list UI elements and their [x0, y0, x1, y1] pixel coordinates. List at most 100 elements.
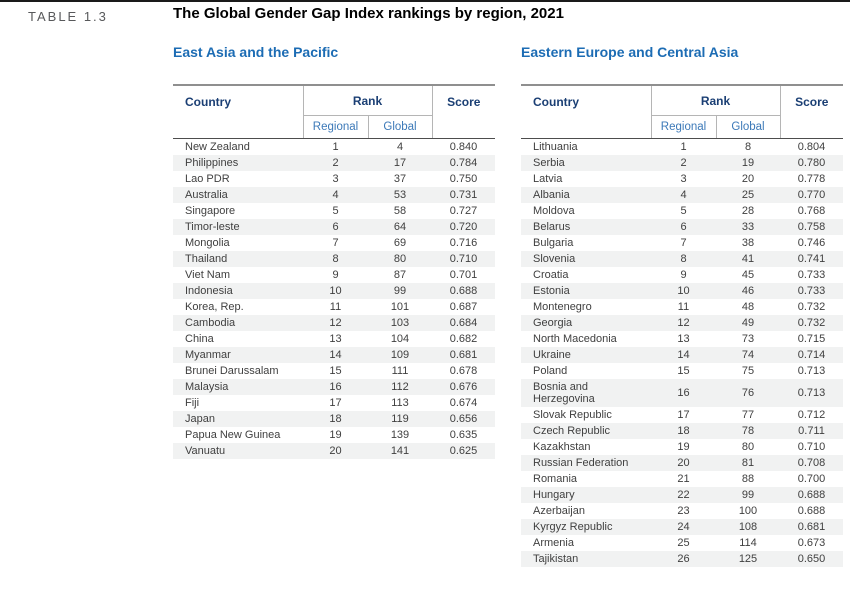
score-cell: 0.732	[797, 317, 826, 329]
score-cell: 0.720	[449, 221, 478, 233]
score-cell: 0.676	[449, 381, 478, 393]
score-cell: 0.710	[797, 441, 826, 453]
column-header-regional: Regional	[650, 115, 716, 139]
region-table-east-asia-pacific: East Asia and the Pacific Country Rank S…	[173, 45, 495, 567]
score-cell: 0.700	[797, 473, 826, 485]
regional-rank-cell: 15	[677, 365, 690, 377]
regional-rank-cell: 12	[677, 317, 690, 329]
global-rank-cell: 20	[741, 173, 755, 185]
table-row: Bosnia and Herzegovina 16 76 0.713	[521, 379, 843, 407]
regional-rank-cell: 18	[329, 413, 342, 425]
country-cell: Singapore	[185, 205, 236, 217]
global-rank-cell: 38	[741, 237, 755, 249]
region-table-eastern-europe-central-asia: Eastern Europe and Central Asia Country …	[521, 45, 843, 567]
global-rank-cell: 33	[741, 221, 755, 233]
regional-rank-cell: 7	[680, 237, 687, 249]
score-cell: 0.780	[797, 157, 826, 169]
table-row: Hungary 22 99 0.688	[521, 487, 843, 503]
country-cell: Croatia	[533, 269, 569, 281]
global-rank-cell: 139	[390, 429, 410, 441]
global-rank-cell: 113	[391, 397, 409, 409]
global-rank-cell: 73	[741, 333, 755, 345]
global-rank-cell: 104	[390, 333, 410, 345]
country-cell: Azerbaijan	[533, 505, 585, 517]
score-cell: 0.681	[797, 521, 826, 533]
country-cell: Kazakhstan	[533, 441, 591, 453]
regional-rank-cell: 3	[680, 173, 687, 185]
regional-rank-cell: 25	[677, 537, 690, 549]
regional-rank-cell: 9	[680, 269, 687, 281]
regional-rank-cell: 15	[329, 365, 342, 377]
column-header-regional: Regional	[302, 115, 368, 139]
table-row: Georgia 12 49 0.732	[521, 315, 843, 331]
table-row: Montenegro 11 48 0.732	[521, 299, 843, 315]
table-row: Kyrgyz Republic 24 108 0.681	[521, 519, 843, 535]
table-row: Australia 4 53 0.731	[173, 187, 495, 203]
page-title: The Global Gender Gap Index rankings by …	[173, 5, 564, 22]
global-rank-cell: 48	[741, 301, 755, 313]
score-cell: 0.681	[449, 349, 478, 361]
global-rank-cell: 75	[741, 365, 755, 377]
region-title: Eastern Europe and Central Asia	[521, 44, 739, 60]
table-row: New Zealand 1 4 0.840	[173, 139, 495, 156]
table-row: Serbia 2 19 0.780	[521, 155, 843, 171]
global-rank-cell: 112	[391, 381, 409, 393]
score-cell: 0.770	[797, 189, 826, 201]
tables-row: East Asia and the Pacific Country Rank S…	[173, 45, 843, 567]
table-row: China 13 104 0.682	[173, 331, 495, 347]
regional-rank-cell: 20	[677, 457, 690, 469]
global-rank-cell: 80	[741, 441, 755, 453]
country-cell: Japan	[185, 413, 215, 425]
score-cell: 0.701	[449, 269, 478, 281]
global-rank-cell: 8	[744, 141, 752, 153]
table-header: Country Rank Score Regional Global	[521, 84, 843, 139]
country-cell: Slovenia	[533, 253, 576, 265]
score-cell: 0.731	[449, 189, 478, 201]
country-cell: Lao PDR	[185, 173, 230, 185]
column-header-rank: Rank	[302, 84, 433, 116]
score-cell: 0.678	[449, 365, 478, 377]
regional-rank-cell: 16	[677, 387, 690, 399]
regional-rank-cell: 18	[677, 425, 690, 437]
country-cell: Cambodia	[185, 317, 236, 329]
country-cell: New Zealand	[185, 141, 250, 153]
score-cell: 0.656	[449, 413, 478, 425]
country-cell: North Macedonia	[533, 333, 617, 345]
country-cell: Romania	[533, 473, 578, 485]
country-cell: Vanuatu	[185, 445, 226, 457]
global-rank-cell: 99	[741, 489, 755, 501]
country-cell: Moldova	[533, 205, 575, 217]
column-header-score: Score	[431, 84, 495, 139]
score-cell: 0.713	[797, 387, 826, 399]
country-cell: Armenia	[533, 537, 574, 549]
regional-rank-cell: 16	[329, 381, 342, 393]
regional-rank-cell: 1	[680, 141, 687, 153]
score-cell: 0.733	[797, 285, 826, 297]
global-rank-cell: 99	[393, 285, 407, 297]
score-cell: 0.758	[797, 221, 826, 233]
country-cell: Mongolia	[185, 237, 230, 249]
country-cell: Montenegro	[533, 301, 592, 313]
table-row: Brunei Darussalam 15 111 0.678	[173, 363, 495, 379]
table-row: Romania 21 88 0.700	[521, 471, 843, 487]
global-rank-cell: 76	[741, 387, 755, 399]
country-cell: Viet Nam	[185, 269, 231, 281]
global-rank-cell: 111	[391, 365, 409, 377]
global-rank-cell: 87	[393, 269, 407, 281]
regional-rank-cell: 21	[677, 473, 690, 485]
global-rank-cell: 119	[391, 413, 409, 425]
score-cell: 0.716	[449, 237, 478, 249]
regional-rank-cell: 23	[677, 505, 690, 517]
score-cell: 0.688	[797, 489, 826, 501]
column-header-country: Country	[521, 84, 651, 139]
country-cell: Philippines	[185, 157, 239, 169]
country-cell: Australia	[185, 189, 228, 201]
country-cell: Slovak Republic	[533, 409, 612, 421]
table-row: Philippines 2 17 0.784	[173, 155, 495, 171]
rankings-table: Country Rank Score Regional Global New Z…	[173, 84, 495, 459]
regional-rank-cell: 10	[329, 285, 342, 297]
global-rank-cell: 114	[739, 537, 757, 549]
score-cell: 0.674	[449, 397, 478, 409]
score-cell: 0.733	[797, 269, 826, 281]
global-rank-cell: 80	[393, 253, 407, 265]
